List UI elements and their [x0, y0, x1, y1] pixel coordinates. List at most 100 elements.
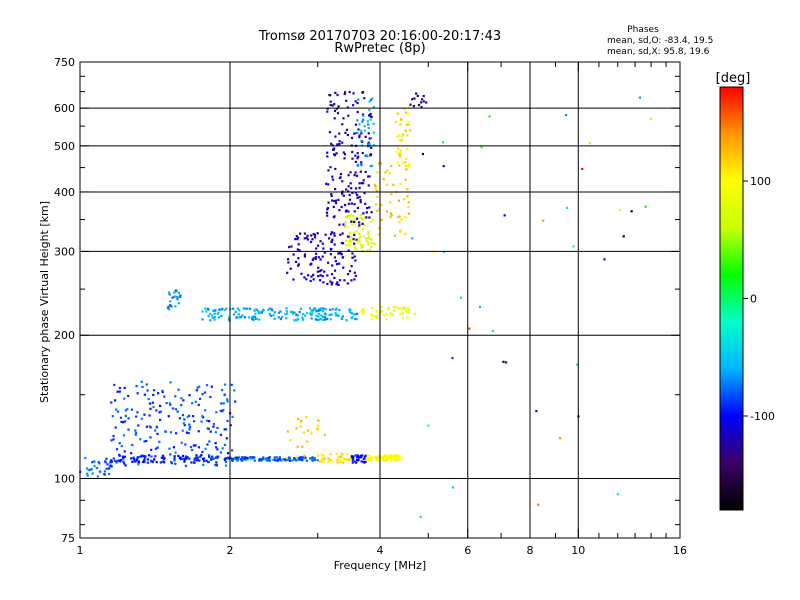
echo-point: [399, 151, 402, 154]
echo-point: [347, 114, 350, 117]
grid-lines: [80, 62, 680, 538]
echo-point: [343, 458, 346, 461]
echo-point: [468, 327, 471, 330]
echo-point: [357, 128, 360, 131]
echo-point: [371, 218, 375, 221]
echo-point: [504, 361, 508, 364]
echo-point: [323, 270, 326, 273]
echo-point: [355, 317, 358, 321]
echo-point: [335, 307, 338, 310]
y-axis: 75 100 200 300 400 500 600 750: [54, 56, 680, 545]
echo-point: [360, 139, 363, 143]
stats-line-o: mean, sd,O: -83.4, 19.5: [607, 36, 713, 46]
echo-point: [403, 108, 406, 111]
echo-point: [191, 402, 194, 405]
echo-point: [315, 247, 318, 250]
stats-line-x: mean, sd,X: 95.8, 19.6: [607, 47, 710, 57]
echo-point: [135, 459, 139, 462]
echo-point: [324, 318, 327, 321]
echo-point: [321, 309, 325, 313]
echo-point: [345, 216, 348, 219]
echo-point: [186, 415, 189, 418]
echo-point: [404, 216, 407, 219]
echo-point: [268, 307, 271, 310]
echo-point: [258, 458, 261, 461]
echo-point: [188, 457, 191, 460]
echo-point: [231, 415, 234, 418]
echo-point: [353, 132, 356, 135]
echo-point: [405, 157, 408, 161]
echo-point: [272, 458, 275, 461]
echo-point: [354, 123, 358, 126]
echo-point: [335, 152, 338, 155]
echo-point: [296, 264, 300, 267]
echo-point: [381, 456, 384, 459]
echo-point: [404, 129, 407, 132]
echo-point: [366, 233, 370, 236]
echo-point: [399, 229, 402, 232]
echo-point: [432, 250, 435, 254]
echo-point: [321, 318, 325, 321]
echo-point: [214, 463, 217, 467]
echo-point: [316, 459, 319, 462]
echo-point: [169, 300, 172, 303]
echo-point: [244, 307, 248, 310]
echo-point: [123, 450, 126, 453]
echo-point: [165, 401, 168, 405]
echo-point: [294, 260, 298, 264]
echo-point: [322, 307, 325, 310]
echo-point: [274, 459, 277, 462]
echo-point: [361, 309, 364, 312]
echo-point: [224, 460, 228, 464]
echo-point: [337, 456, 340, 459]
echo-point: [215, 446, 218, 449]
echo-point: [286, 430, 289, 433]
echo-point: [382, 459, 385, 462]
echo-point: [339, 252, 342, 255]
echo-point: [355, 456, 359, 459]
echo-point: [137, 424, 140, 427]
echo-point: [393, 306, 396, 309]
echo-point: [335, 263, 339, 266]
echo-point: [442, 164, 445, 168]
echo-point: [176, 298, 179, 301]
echo-point: [223, 457, 227, 460]
echo-point: [411, 237, 414, 240]
echo-point: [310, 432, 313, 435]
echo-point: [316, 232, 319, 235]
echo-point: [341, 141, 344, 144]
echo-point: [355, 230, 358, 233]
x-tick-label: 2: [227, 544, 234, 557]
echo-point: [241, 457, 244, 461]
echo-point: [188, 426, 192, 429]
echo-point: [87, 468, 90, 472]
echo-point: [297, 417, 300, 421]
echo-point: [298, 249, 301, 252]
echo-point: [359, 235, 362, 238]
echo-point: [356, 119, 359, 122]
echo-point: [312, 257, 315, 260]
echo-point: [368, 175, 371, 178]
echo-point: [370, 313, 373, 316]
echo-point: [338, 262, 341, 265]
echo-point: [269, 314, 273, 317]
echo-point: [131, 460, 134, 463]
echo-point: [357, 456, 360, 459]
echo-point: [412, 105, 416, 108]
echo-point: [131, 443, 134, 447]
echo-point: [193, 461, 196, 464]
echo-point: [370, 318, 373, 321]
echo-point: [151, 460, 154, 464]
echo-point: [360, 181, 363, 185]
echo-point: [190, 461, 193, 464]
echo-point: [355, 238, 358, 241]
echo-point: [129, 457, 133, 460]
echo-point: [406, 195, 409, 198]
echo-point: [377, 233, 380, 236]
echo-point: [351, 252, 354, 255]
echo-point: [343, 92, 346, 96]
echo-point: [399, 155, 402, 158]
echo-point: [387, 457, 390, 460]
echo-point: [91, 461, 94, 464]
echo-point: [147, 397, 150, 401]
